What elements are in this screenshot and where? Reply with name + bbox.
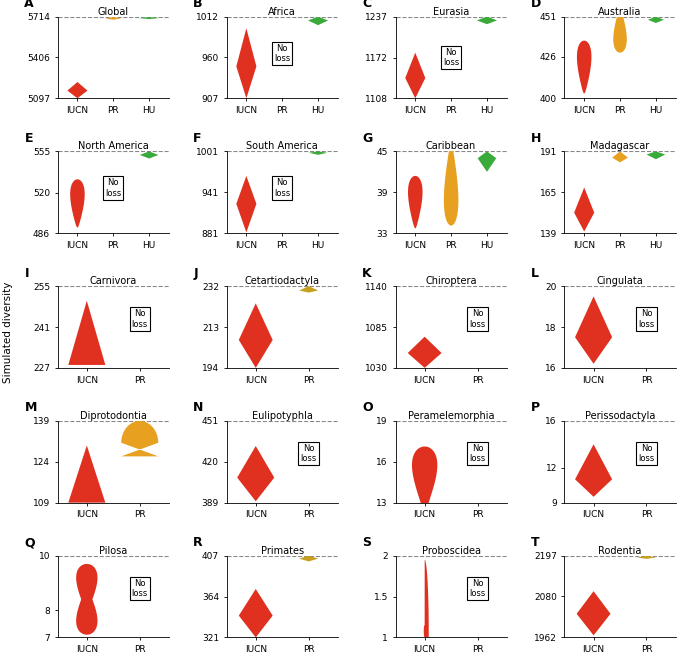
Text: No
loss: No loss [638, 309, 655, 329]
Text: B: B [194, 0, 203, 10]
Text: North America: North America [78, 141, 149, 151]
Text: K: K [362, 267, 372, 280]
Polygon shape [122, 421, 158, 456]
Text: Eurasia: Eurasia [433, 7, 469, 17]
Text: No
loss: No loss [638, 444, 655, 463]
Polygon shape [308, 17, 328, 25]
Polygon shape [236, 176, 257, 232]
Polygon shape [69, 446, 105, 503]
Text: F: F [194, 132, 202, 145]
Polygon shape [299, 286, 318, 293]
Text: Primates: Primates [261, 546, 304, 556]
Polygon shape [405, 52, 425, 98]
Text: D: D [531, 0, 541, 10]
Text: No
loss: No loss [132, 309, 148, 329]
Polygon shape [236, 29, 257, 98]
Text: No
loss: No loss [274, 44, 291, 63]
Text: J: J [194, 267, 198, 280]
Polygon shape [105, 17, 121, 20]
Text: No
loss: No loss [469, 579, 485, 598]
Text: No
loss: No loss [443, 48, 459, 67]
Polygon shape [412, 446, 437, 514]
Text: Q: Q [24, 537, 35, 549]
Polygon shape [70, 179, 85, 228]
Polygon shape [239, 303, 273, 368]
Text: R: R [194, 537, 203, 549]
Text: Global: Global [98, 7, 129, 17]
Polygon shape [576, 591, 610, 635]
Text: Madagascar: Madagascar [591, 141, 650, 151]
Text: No
loss: No loss [469, 444, 485, 463]
Text: Perissodactyla: Perissodactyla [585, 411, 655, 421]
Polygon shape [140, 151, 158, 159]
Polygon shape [407, 337, 441, 368]
Text: Carnivora: Carnivora [90, 276, 137, 286]
Polygon shape [575, 444, 612, 497]
Text: T: T [531, 537, 540, 549]
Polygon shape [237, 446, 274, 501]
Polygon shape [574, 187, 594, 232]
Text: Cingulata: Cingulata [597, 276, 644, 286]
Text: Eulipotyphla: Eulipotyphla [252, 411, 312, 421]
Text: Proboscidea: Proboscidea [422, 546, 481, 556]
Polygon shape [637, 556, 656, 559]
Polygon shape [477, 17, 497, 24]
Polygon shape [69, 301, 105, 365]
Polygon shape [444, 143, 458, 226]
Polygon shape [239, 589, 273, 637]
Polygon shape [477, 151, 496, 172]
Polygon shape [613, 9, 627, 52]
Polygon shape [408, 176, 422, 228]
Polygon shape [76, 564, 98, 635]
Polygon shape [648, 17, 664, 23]
Polygon shape [139, 17, 159, 19]
Text: Rodentia: Rodentia [598, 546, 642, 556]
Text: No
loss: No loss [132, 579, 148, 598]
Text: O: O [362, 402, 373, 414]
Polygon shape [67, 82, 88, 98]
Text: South America: South America [246, 141, 318, 151]
Text: Australia: Australia [598, 7, 642, 17]
Text: Cetartiodactyla: Cetartiodactyla [244, 276, 320, 286]
Text: Africa: Africa [268, 7, 296, 17]
Text: Simulated diversity: Simulated diversity [3, 282, 13, 382]
Text: Peramelemorphia: Peramelemorphia [408, 411, 494, 421]
Text: No
loss: No loss [301, 444, 317, 463]
Text: N: N [194, 402, 204, 414]
Text: M: M [24, 402, 37, 414]
Polygon shape [309, 151, 327, 155]
Text: S: S [362, 537, 371, 549]
Text: A: A [24, 0, 34, 10]
Text: Diprotodontia: Diprotodontia [80, 411, 147, 421]
Polygon shape [577, 41, 591, 94]
Text: E: E [24, 132, 33, 145]
Polygon shape [424, 560, 428, 664]
Text: Chiroptera: Chiroptera [425, 276, 477, 286]
Text: I: I [24, 267, 29, 280]
Text: P: P [531, 402, 540, 414]
Text: Pilosa: Pilosa [99, 546, 128, 556]
Text: L: L [531, 267, 539, 280]
Polygon shape [299, 556, 318, 562]
Polygon shape [612, 151, 628, 163]
Text: Caribbean: Caribbean [426, 141, 476, 151]
Text: No
loss: No loss [105, 179, 122, 198]
Polygon shape [646, 151, 665, 159]
Text: H: H [531, 132, 542, 145]
Text: No
loss: No loss [274, 179, 291, 198]
Polygon shape [575, 296, 612, 364]
Text: G: G [362, 132, 373, 145]
Text: No
loss: No loss [469, 309, 485, 329]
Text: C: C [362, 0, 371, 10]
